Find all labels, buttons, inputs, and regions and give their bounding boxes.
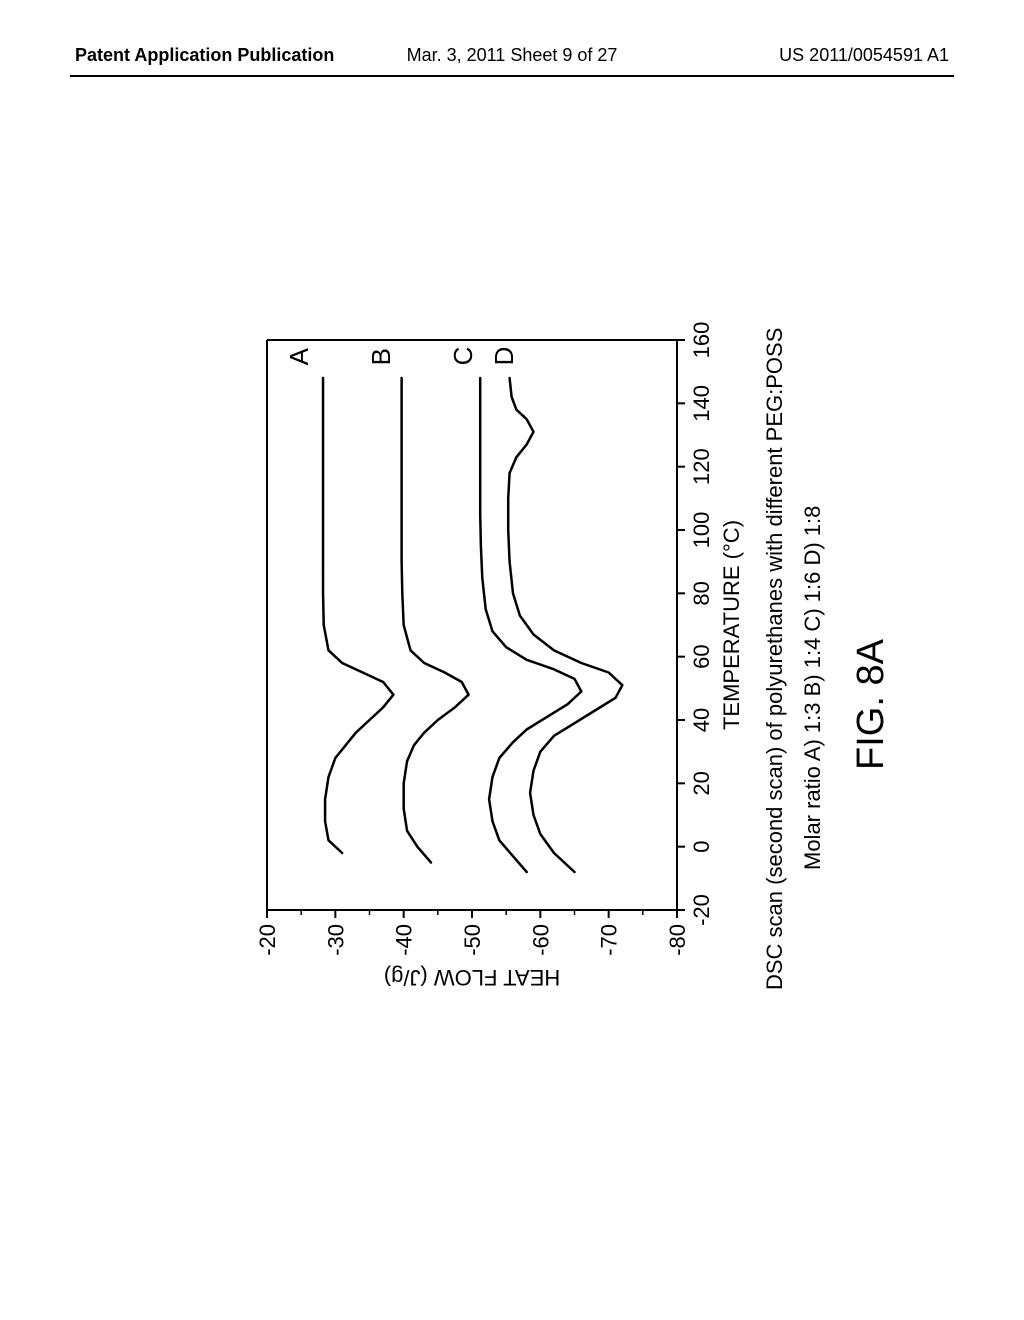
svg-text:80: 80	[689, 581, 714, 605]
header-center: Mar. 3, 2011 Sheet 9 of 27	[407, 45, 618, 66]
svg-text:TEMPERATURE (°C): TEMPERATURE (°C)	[719, 520, 744, 730]
svg-text:20: 20	[689, 771, 714, 795]
caption-line-1: DSC scan (second scan) of polyurethanes …	[760, 328, 791, 990]
header-divider	[70, 75, 954, 77]
svg-text:140: 140	[689, 385, 714, 422]
svg-text:100: 100	[689, 512, 714, 549]
header-left: Patent Application Publication	[75, 45, 334, 66]
page-header: Patent Application Publication Mar. 3, 2…	[0, 45, 1024, 66]
svg-text:160: 160	[689, 322, 714, 359]
svg-text:40: 40	[689, 708, 714, 732]
svg-text:-30: -30	[323, 924, 348, 956]
svg-text:D: D	[489, 347, 519, 366]
svg-text:-20: -20	[255, 924, 280, 956]
svg-text:-40: -40	[392, 924, 417, 956]
svg-text:120: 120	[689, 448, 714, 485]
svg-text:-50: -50	[460, 924, 485, 956]
svg-text:HEAT FLOW (J/g): HEAT FLOW (J/g)	[384, 965, 560, 990]
figure-label: FIG. 8A	[850, 639, 893, 770]
svg-text:0: 0	[689, 841, 714, 853]
svg-text:C: C	[448, 347, 478, 366]
caption-line-2: Molar ratio A) 1:3 B) 1:4 C) 1:6 D) 1:8	[798, 506, 829, 870]
svg-text:-60: -60	[528, 924, 553, 956]
svg-text:60: 60	[689, 644, 714, 668]
svg-text:B: B	[366, 348, 396, 365]
header-right: US 2011/0054591 A1	[779, 45, 949, 66]
svg-text:-80: -80	[665, 924, 690, 956]
dsc-chart: -20 0 20 40 60 80 100 120 140 160 -80 -70 -60 -50 -40 -…	[237, 310, 787, 1010]
svg-text:A: A	[284, 347, 314, 365]
chart-svg: -20 0 20 40 60 80 100 120 140 160 -80 -70 -60 -50 -40 -…	[237, 310, 787, 1010]
svg-text:-20: -20	[689, 894, 714, 926]
svg-text:-70: -70	[597, 924, 622, 956]
